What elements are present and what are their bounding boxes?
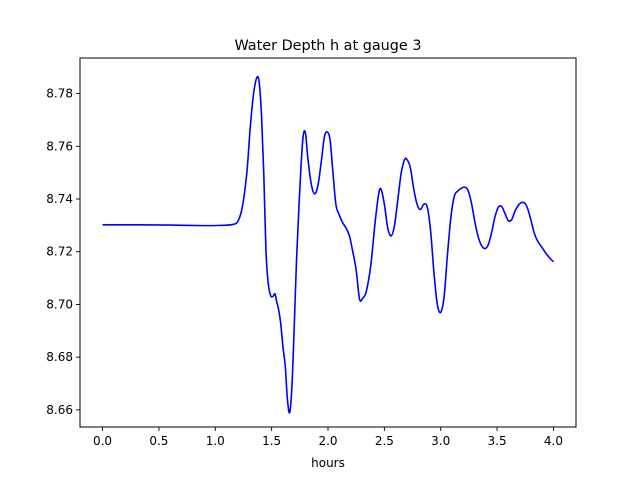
y-tick-label: 8.76	[46, 139, 73, 153]
x-tick-label: 1.0	[206, 434, 225, 448]
x-tick-label: 3.0	[431, 434, 450, 448]
x-tick-label: 2.5	[375, 434, 394, 448]
y-tick-label: 8.74	[46, 192, 73, 206]
chart-title: Water Depth h at gauge 3	[234, 38, 421, 54]
y-axis-ticks: 8.66 8.68 8.70 8.72 8.74 8.76 8.78	[46, 87, 80, 417]
series-line-0	[102, 75, 554, 414]
y-tick-label: 8.66	[46, 403, 73, 417]
y-tick-label: 8.68	[46, 350, 73, 364]
x-axis-ticks: 0.0 0.5 1.0 1.5 2.0 2.5 3.0 3.5 4.0	[93, 427, 563, 448]
y-tick-label: 8.70	[46, 297, 73, 311]
y-tick-label: 8.72	[46, 245, 73, 259]
axes-frame	[79, 57, 577, 428]
y-tick-label: 8.78	[46, 87, 73, 101]
x-tick-label: 4.0	[544, 434, 563, 448]
x-tick-label: 2.0	[318, 434, 337, 448]
plot-area	[102, 75, 554, 414]
x-tick-label: 1.5	[262, 434, 281, 448]
x-tick-label: 0.0	[93, 434, 112, 448]
x-tick-label: 3.5	[488, 434, 507, 448]
x-axis-title: hours	[311, 456, 345, 470]
x-tick-label: 0.5	[149, 434, 168, 448]
